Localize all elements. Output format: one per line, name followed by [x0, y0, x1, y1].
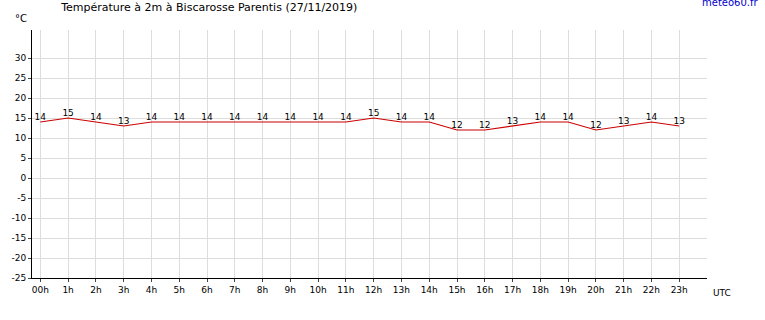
svg-text:12: 12: [590, 120, 601, 130]
svg-text:14: 14: [423, 112, 435, 122]
svg-text:-10: -10: [11, 213, 26, 223]
svg-text:14: 14: [285, 112, 297, 122]
svg-text:10h: 10h: [310, 285, 327, 295]
svg-text:1h: 1h: [62, 285, 73, 295]
svg-text:14h: 14h: [421, 285, 438, 295]
svg-text:meteo60.fr: meteo60.fr: [702, 0, 759, 8]
svg-text:-25: -25: [11, 273, 26, 283]
svg-text:4h: 4h: [146, 285, 157, 295]
svg-text:14: 14: [201, 112, 213, 122]
svg-text:5: 5: [20, 153, 26, 163]
svg-text:20: 20: [15, 93, 27, 103]
svg-text:Température à 2m à Biscarosse: Température à 2m à Biscarosse Parentis (…: [60, 1, 357, 14]
svg-text:14: 14: [562, 112, 574, 122]
svg-text:23h: 23h: [671, 285, 688, 295]
svg-text:14: 14: [646, 112, 658, 122]
svg-text:5h: 5h: [174, 285, 185, 295]
svg-text:10: 10: [15, 133, 27, 143]
svg-text:13h: 13h: [393, 285, 410, 295]
svg-text:14: 14: [396, 112, 408, 122]
svg-text:12h: 12h: [365, 285, 382, 295]
svg-text:25: 25: [15, 73, 26, 83]
svg-text:21h: 21h: [615, 285, 632, 295]
svg-text:14: 14: [35, 112, 47, 122]
svg-text:17h: 17h: [504, 285, 521, 295]
svg-text:22h: 22h: [643, 285, 660, 295]
svg-text:13: 13: [673, 116, 684, 126]
svg-text:14: 14: [173, 112, 185, 122]
svg-text:-5: -5: [17, 193, 26, 203]
svg-text:16h: 16h: [476, 285, 493, 295]
svg-text:12: 12: [451, 120, 462, 130]
svg-text:3h: 3h: [118, 285, 129, 295]
svg-text:19h: 19h: [560, 285, 577, 295]
svg-text:14: 14: [90, 112, 102, 122]
svg-text:2h: 2h: [90, 285, 101, 295]
svg-text:14: 14: [146, 112, 158, 122]
svg-text:15: 15: [15, 113, 26, 123]
svg-text:-20: -20: [11, 253, 26, 263]
svg-text:12: 12: [479, 120, 490, 130]
svg-text:14: 14: [257, 112, 269, 122]
svg-text:14: 14: [340, 112, 352, 122]
svg-text:7h: 7h: [229, 285, 240, 295]
svg-text:13: 13: [118, 116, 129, 126]
svg-text:13: 13: [507, 116, 518, 126]
svg-text:14: 14: [229, 112, 241, 122]
svg-text:°C: °C: [15, 13, 27, 24]
svg-text:15: 15: [368, 108, 379, 118]
svg-text:15h: 15h: [448, 285, 465, 295]
svg-text:0: 0: [20, 173, 26, 183]
svg-text:13: 13: [618, 116, 629, 126]
svg-text:14: 14: [312, 112, 324, 122]
svg-text:15: 15: [62, 108, 73, 118]
svg-text:18h: 18h: [532, 285, 549, 295]
svg-text:UTC: UTC: [713, 288, 731, 298]
svg-text:8h: 8h: [257, 285, 268, 295]
svg-text:6h: 6h: [201, 285, 212, 295]
svg-text:14: 14: [535, 112, 547, 122]
svg-text:00h: 00h: [32, 285, 49, 295]
svg-text:9h: 9h: [285, 285, 296, 295]
svg-text:11h: 11h: [337, 285, 354, 295]
svg-text:30: 30: [15, 53, 27, 63]
svg-text:-15: -15: [11, 233, 26, 243]
svg-text:20h: 20h: [587, 285, 604, 295]
